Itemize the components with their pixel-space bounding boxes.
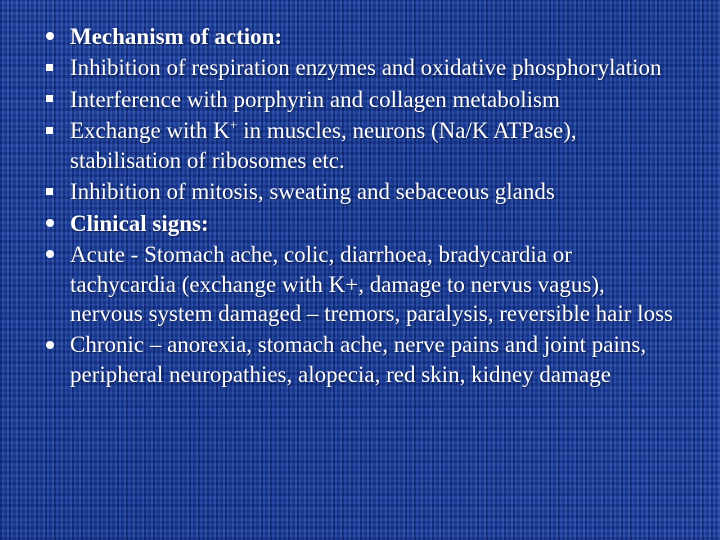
item-text: Exchange with K+ in muscles, neurons (Na… xyxy=(70,118,577,172)
list-item: Interference with porphyrin and collagen… xyxy=(40,85,680,114)
list-item: Inhibition of mitosis, sweating and seba… xyxy=(40,177,680,206)
item-text: Clinical signs: xyxy=(70,211,209,236)
item-text: Interference with porphyrin and collagen… xyxy=(70,87,560,112)
disc-icon xyxy=(46,341,54,349)
list-item: Exchange with K+ in muscles, neurons (Na… xyxy=(40,116,680,175)
disc-icon xyxy=(46,219,54,227)
bullet-list: Mechanism of action: Inhibition of respi… xyxy=(40,22,680,389)
square-icon xyxy=(46,127,53,134)
item-text: Chronic – anorexia, stomach ache, nerve … xyxy=(70,332,646,386)
item-text: Inhibition of mitosis, sweating and seba… xyxy=(70,179,555,204)
list-item: Mechanism of action: xyxy=(40,22,680,51)
item-text-pre: Exchange with K xyxy=(70,118,230,143)
item-text: Mechanism of action: xyxy=(70,24,282,49)
list-item: Clinical signs: xyxy=(40,209,680,238)
square-icon xyxy=(46,64,53,71)
slide-content: Mechanism of action: Inhibition of respi… xyxy=(0,0,720,540)
square-icon xyxy=(46,188,53,195)
disc-icon xyxy=(46,250,54,258)
item-text: Inhibition of respiration enzymes and ox… xyxy=(70,55,662,80)
square-icon xyxy=(46,95,53,102)
list-item: Chronic – anorexia, stomach ache, nerve … xyxy=(40,330,680,389)
item-text: Acute - Stomach ache, colic, diarrhoea, … xyxy=(70,242,673,326)
list-item: Acute - Stomach ache, colic, diarrhoea, … xyxy=(40,240,680,328)
disc-icon xyxy=(46,32,54,40)
list-item: Inhibition of respiration enzymes and ox… xyxy=(40,53,680,82)
